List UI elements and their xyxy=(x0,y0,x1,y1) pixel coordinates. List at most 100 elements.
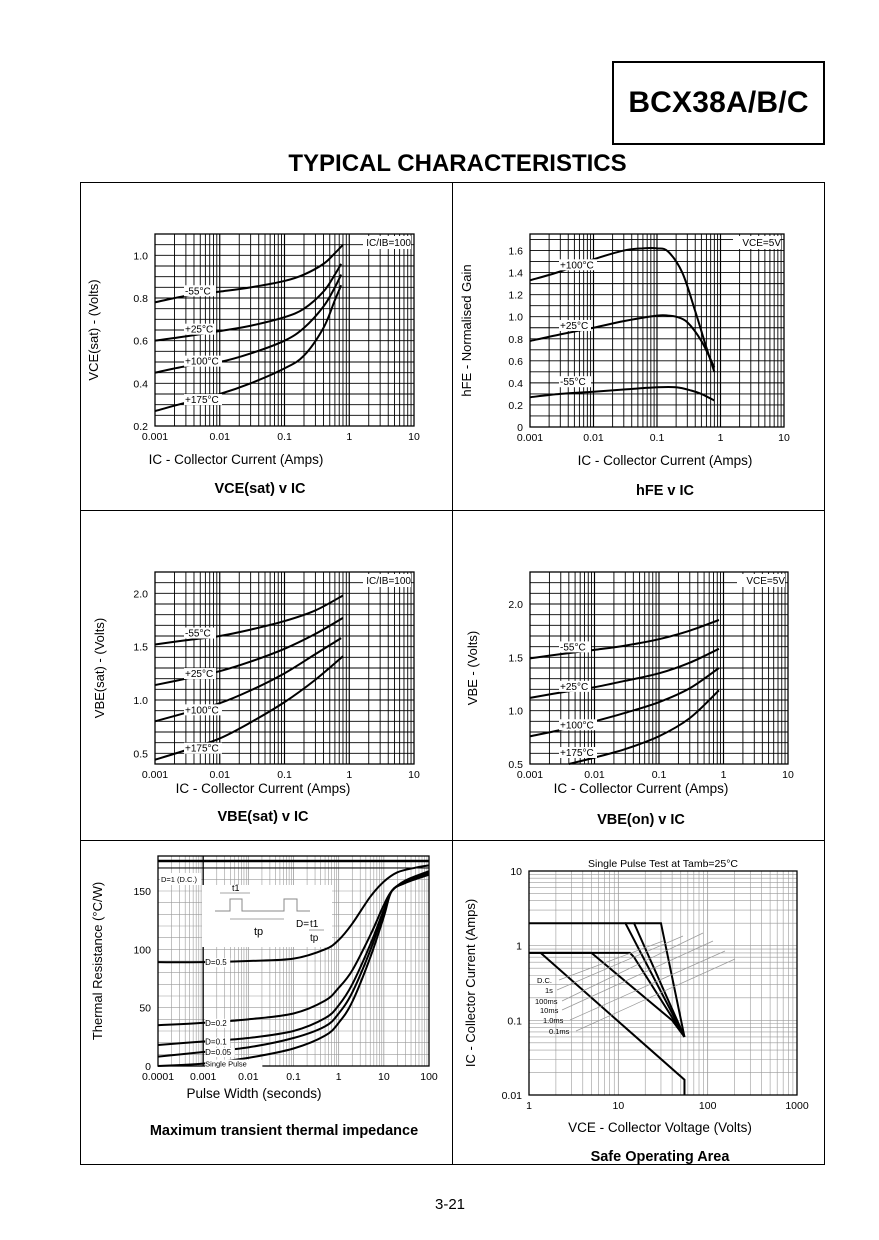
chart-subtitle: Single Pulse Test at Tamb=25°C xyxy=(588,858,738,870)
series-label: +175°C xyxy=(560,748,594,759)
y-tick-label: 150 xyxy=(133,886,151,898)
y-tick-label: 0.6 xyxy=(133,336,148,348)
series-label: +25°C xyxy=(185,669,213,680)
y-tick-label: 2.0 xyxy=(508,599,523,611)
series-line-2 xyxy=(529,647,720,699)
y-tick-label: 0.2 xyxy=(508,400,523,412)
x-tick-label: 10 xyxy=(782,769,794,781)
inset-formula-den: tp xyxy=(310,933,319,944)
y-tick-label: 100 xyxy=(133,944,151,956)
chart-title: hFE v IC xyxy=(636,483,695,499)
series-line-1 xyxy=(539,952,686,1095)
series-label-bg xyxy=(205,958,231,968)
y-tick-label: 1.6 xyxy=(508,246,523,258)
x-tick-label: 0.1 xyxy=(286,1071,301,1083)
series-line-1 xyxy=(154,594,344,646)
series-label: -55°C xyxy=(560,377,586,388)
y-tick-label: 0.5 xyxy=(133,748,148,760)
legend-label: 1.0ms xyxy=(543,1016,564,1025)
chart-vbesat: 0.001 0.01 0.1 1 10 0.5 1.0 1.5 2.0 IC - Collecto… xyxy=(92,571,420,825)
chart-hfe: 0.001 0.01 0.1 1 10 0 0.2 0.4 0.6 0.8 1.0 1.2 1.4 1.6… xyxy=(459,233,790,499)
y-tick-label: 1.0 xyxy=(133,695,148,707)
series-label: +100°C xyxy=(560,260,594,271)
x-tick-label: 10 xyxy=(778,432,790,444)
frame-divider-row1 xyxy=(80,510,825,511)
x-tick-label: 1 xyxy=(718,432,724,444)
series-label: -55°C xyxy=(560,642,586,653)
series-label-bg xyxy=(559,641,591,653)
legend-label: 0.1ms xyxy=(549,1027,570,1036)
series-label: +25°C xyxy=(560,682,588,693)
annotation-label: VCE=5V xyxy=(742,238,781,249)
y-tick-label: 0.5 xyxy=(508,759,523,771)
legend-label: 100ms xyxy=(535,997,558,1006)
x-tick-label: 0.001 xyxy=(142,431,168,443)
x-tick-label: 0.1 xyxy=(277,769,292,781)
series-line-4 xyxy=(154,655,344,761)
series-line-3 xyxy=(154,274,343,374)
y-tick-label: 1.0 xyxy=(133,250,148,262)
annotation-bg xyxy=(737,574,785,587)
legend-leader-line xyxy=(558,940,664,981)
series-label: Single Pulse xyxy=(205,1060,247,1069)
annotation-label: VCE=5V xyxy=(746,576,785,587)
series-label-bg xyxy=(184,355,222,367)
chart-thermal: 0.0001 0.001 0.01 0.1 1 10 100 0 50 100 150 Pulse W… xyxy=(90,855,438,1139)
series-line-1 xyxy=(529,619,720,660)
series-label-bg xyxy=(184,742,222,754)
legend-label: D.C. xyxy=(537,976,552,985)
chart-title: VBE(sat) v IC xyxy=(217,809,309,825)
series-label-bg xyxy=(559,747,597,758)
series-label-bg xyxy=(205,1018,231,1028)
series-label-bg xyxy=(205,1037,231,1047)
inset-formula-lhs: D= xyxy=(296,919,309,930)
legend-label: 1s xyxy=(545,986,553,995)
inset-formula-num: t1 xyxy=(310,919,319,930)
x-tick-label: 0.01 xyxy=(583,432,604,444)
y-axis-label: VCE(sat) - (Volts) xyxy=(86,279,101,380)
chart-title: Maximum transient thermal impedance xyxy=(150,1123,418,1139)
series-line-2 xyxy=(154,617,344,687)
series-label: +25°C xyxy=(560,321,588,332)
annotation-bg xyxy=(733,236,781,249)
y-tick-label: 2.0 xyxy=(133,588,148,600)
annotation-bg xyxy=(363,574,411,587)
y-axis-label: Thermal Resistance (°C/W) xyxy=(90,882,105,1040)
x-tick-label: 0.001 xyxy=(517,769,543,781)
series-label: +25°C xyxy=(185,325,213,336)
series-line-3 xyxy=(529,385,715,402)
part-number-box: BCX38A/B/C xyxy=(612,61,825,145)
y-tick-label: 0.1 xyxy=(507,1015,522,1027)
y-tick-label: 1.0 xyxy=(508,312,523,324)
annotation-label: IC/IB=100 xyxy=(366,576,411,587)
series-label-bg xyxy=(184,668,216,680)
series-label: -55°C xyxy=(185,286,211,297)
series-line-6 xyxy=(634,922,686,1038)
series-label: +100°C xyxy=(560,720,594,731)
legend-leader-line xyxy=(575,958,736,1032)
series-label: +175°C xyxy=(185,744,219,755)
series-line-2 xyxy=(154,263,343,342)
chart-title: VBE(on) v IC xyxy=(597,812,685,828)
series-label: +100°C xyxy=(185,705,219,716)
plot-border xyxy=(154,571,415,765)
page-number: 3-21 xyxy=(434,1196,466,1213)
x-tick-label: 10 xyxy=(612,1100,624,1112)
y-axis-label: VBE - (Volts) xyxy=(465,631,480,705)
series-label-bg xyxy=(559,259,597,271)
series-label-bg xyxy=(205,1059,263,1069)
x-tick-label: 0.001 xyxy=(517,432,543,444)
legend-leader-line xyxy=(569,950,726,1021)
plot-border xyxy=(529,233,785,428)
x-tick-label: 0.01 xyxy=(210,769,231,781)
plot-border xyxy=(154,233,415,427)
y-axis-label: hFE - Normalised Gain xyxy=(459,264,474,396)
x-tick-label: 1 xyxy=(346,431,352,443)
x-tick-label: 0.01 xyxy=(238,1071,259,1083)
chart-vcesat: 0.001 0.01 0.1 1 10 0.2 0.4 0.6 0.8 1.0 IC - Colle… xyxy=(86,233,420,497)
series-label-bg xyxy=(184,704,222,716)
y-tick-label: 0.2 xyxy=(133,421,148,433)
legend-leader-line xyxy=(561,940,714,1011)
y-tick-label: 1.2 xyxy=(508,290,523,302)
series-label-bg xyxy=(559,719,597,731)
